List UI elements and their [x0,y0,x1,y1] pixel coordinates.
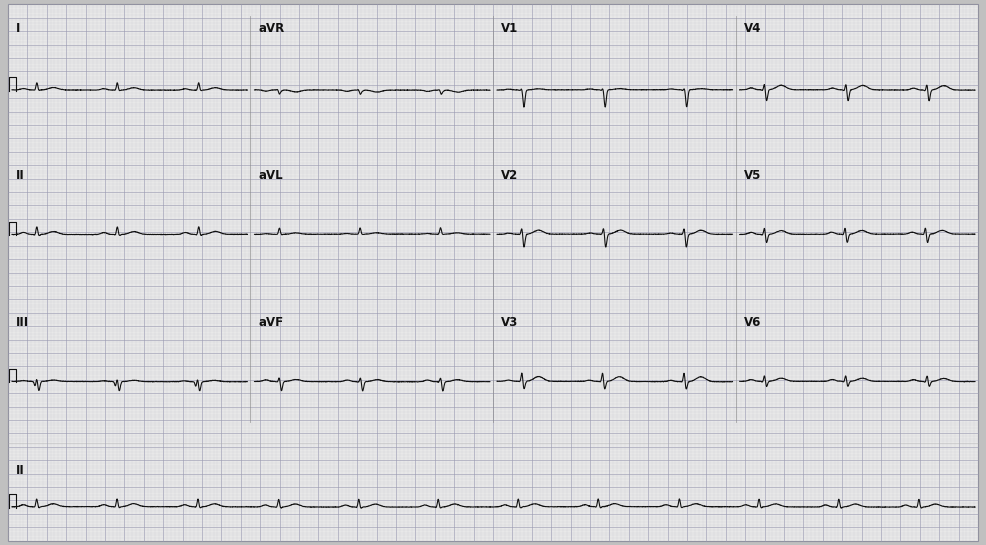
Text: V2: V2 [501,169,518,182]
Text: I: I [16,22,20,35]
Text: II: II [16,464,25,477]
Text: V6: V6 [743,316,761,329]
Text: aVL: aVL [258,169,283,182]
Text: aVF: aVF [258,316,283,329]
Text: III: III [16,316,29,329]
Text: V4: V4 [743,22,761,35]
Text: aVR: aVR [258,22,285,35]
Text: V1: V1 [501,22,518,35]
Text: II: II [16,169,25,182]
Text: V3: V3 [501,316,518,329]
Text: V5: V5 [743,169,761,182]
